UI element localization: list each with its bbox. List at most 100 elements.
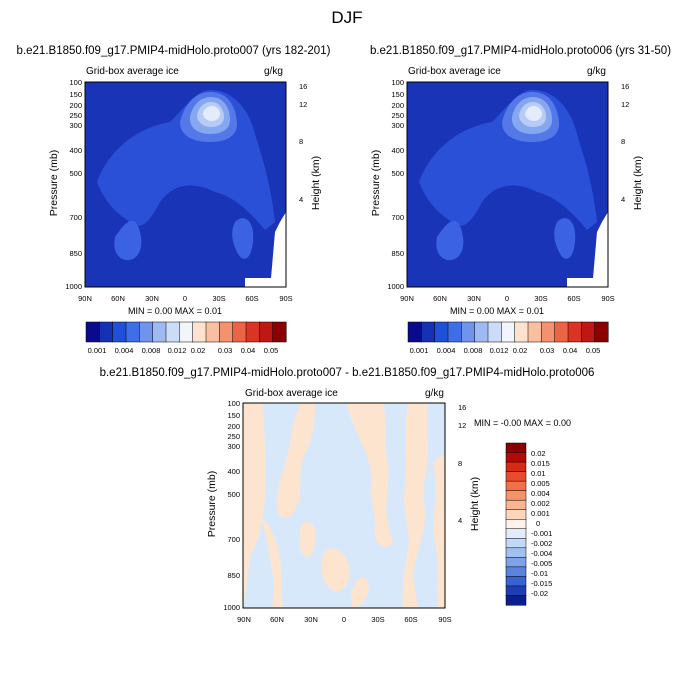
panel-b-units-label: g/kg — [587, 66, 606, 77]
panel-b-ytick: 850 — [391, 249, 404, 258]
panel-a-contour-south — [232, 218, 254, 259]
panel-a-colorbar-label: 0.012 — [167, 346, 187, 355]
panel-diff-title: b.e21.B1850.f09_g17.PMIP4-midHolo.proto0… — [99, 367, 595, 379]
panel-diff-ytick: 150 — [227, 411, 240, 420]
panel-diff-colorbar-label: 0.004 — [531, 489, 550, 498]
panel-diff-positive-region — [243, 403, 266, 608]
panel-a-contour-lowlat — [114, 220, 142, 261]
panel-diff-ytick: 500 — [227, 490, 240, 499]
panel-diff-colorbar-label: -0.001 — [531, 529, 553, 538]
colorbar-swatch — [505, 471, 527, 482]
panel-a-xtick: 0 — [182, 294, 188, 303]
panel-b-missing-region — [567, 212, 608, 287]
colorbar-swatch — [421, 321, 436, 343]
panel-b-ytick-right: 4 — [621, 195, 626, 204]
panel-diff-ytick: 250 — [227, 432, 240, 441]
colorbar-swatch — [112, 321, 127, 343]
colorbar-swatch — [514, 321, 529, 343]
panel-b-colorbar-label: 0.008 — [463, 346, 483, 355]
colorbar-swatch — [192, 321, 207, 343]
colorbar-swatch — [581, 321, 596, 343]
panel-b-xtick: 0 — [504, 294, 510, 303]
panel-diff-ytick: 300 — [227, 442, 240, 451]
panel-b-ytick: 250 — [391, 111, 404, 120]
panel-a-colorbar-label: 0.001 — [87, 346, 107, 355]
colorbar-swatch — [219, 321, 234, 343]
colorbar-swatch — [474, 321, 489, 343]
colorbar-swatch — [527, 321, 542, 343]
panel-b-colorbar — [407, 321, 609, 343]
colorbar-swatch — [434, 321, 449, 343]
panel-a-ytick: 300 — [69, 121, 82, 130]
panel-diff-ylabel-right: Height (km) — [469, 476, 481, 532]
panel-a-contour-peak — [203, 106, 220, 121]
panel-diff-ytick: 100 — [227, 399, 240, 408]
colorbar-swatch — [505, 461, 527, 473]
panel-a-ytick: 100 — [69, 78, 82, 87]
figure-title: DJF — [331, 8, 363, 27]
colorbar-swatch — [505, 566, 527, 577]
panel-diff-positive-region — [321, 548, 350, 592]
panel-a-variable-label: Grid-box average ice — [86, 66, 179, 77]
panel-diff-colorbar-label: 0.01 — [531, 469, 546, 478]
panel-b-ytick: 200 — [391, 101, 404, 110]
panel-diff-colorbar-label: -0.015 — [531, 579, 553, 588]
colorbar-swatch — [505, 452, 527, 463]
panel-diff-positive-region — [261, 518, 283, 608]
colorbar-swatch — [505, 528, 527, 539]
panel-diff-positive-region — [299, 521, 316, 557]
colorbar-swatch — [152, 321, 167, 343]
panel-a-ylabel-right: Height (km) — [310, 155, 322, 211]
colorbar-swatch — [259, 321, 274, 343]
colorbar-swatch — [245, 321, 260, 343]
panel-a-xtick: 60N — [111, 294, 125, 303]
panel-a-ytick: 1000 — [65, 282, 82, 291]
panel-b-frame — [406, 81, 609, 288]
panel-a-colorbar-label: 0.05 — [263, 346, 279, 355]
colorbar-swatch — [407, 321, 422, 343]
panel-b-ytick: 500 — [391, 169, 404, 178]
colorbar-swatch — [541, 321, 556, 343]
colorbar-swatch — [505, 509, 527, 520]
colorbar-swatch — [505, 595, 527, 606]
panel-a-ytick: 150 — [69, 90, 82, 99]
panel-b-ytick: 700 — [391, 213, 404, 222]
panel-b-plot — [406, 81, 609, 288]
panel-a-xtick: 60S — [245, 294, 259, 303]
panel-b-ytick: 1000 — [387, 282, 404, 291]
colorbar-swatch — [505, 480, 527, 492]
panel-b-min-max: MIN = 0.00 MAX = 0.01 — [450, 306, 545, 316]
panel-b-title: b.e21.B1850.f09_g17.PMIP4-midHolo.proto0… — [369, 45, 672, 57]
panel-a-xtick: 90S — [279, 294, 293, 303]
panel-b-contour-south — [554, 218, 576, 259]
colorbar-swatch — [232, 321, 247, 343]
colorbar-swatch — [505, 490, 527, 501]
panel-a-ytick: 500 — [69, 169, 82, 178]
colorbar-swatch — [272, 321, 287, 343]
panel-b-ytick: 100 — [391, 78, 404, 87]
panel-diff-colorbar-label: -0.002 — [531, 539, 553, 548]
panel-b-ytick: 150 — [391, 90, 404, 99]
panel-b-colorbar-label: 0.05 — [585, 346, 601, 355]
panel-diff-colorbar-label: 0.001 — [531, 509, 550, 518]
panel-diff-colorbar-label: -0.005 — [531, 559, 553, 568]
panel-diff-xtick: 30S — [371, 615, 385, 624]
colorbar-swatch — [139, 321, 154, 343]
colorbar-swatch — [461, 321, 476, 343]
colorbar-swatch — [567, 321, 582, 343]
panel-a-units-label: g/kg — [264, 66, 283, 77]
panel-diff-variable-label: Grid-box average ice — [245, 388, 338, 399]
panel-a-ytick-right: 16 — [299, 82, 308, 91]
colorbar-swatch — [85, 321, 100, 343]
panel-a-plot — [84, 81, 287, 288]
panel-a-colorbar — [85, 321, 287, 343]
panel-a-colorbar-label: 0.008 — [141, 346, 161, 355]
colorbar-swatch — [554, 321, 569, 343]
colorbar-swatch — [505, 576, 527, 587]
colorbar-swatch — [594, 321, 609, 343]
panel-diff-ytick-right: 16 — [458, 403, 467, 412]
panel-a-frame — [84, 81, 287, 288]
panel-b-xtick: 30N — [467, 294, 481, 303]
colorbar-swatch — [447, 321, 462, 343]
panel-a-ytick-right: 8 — [299, 137, 304, 146]
